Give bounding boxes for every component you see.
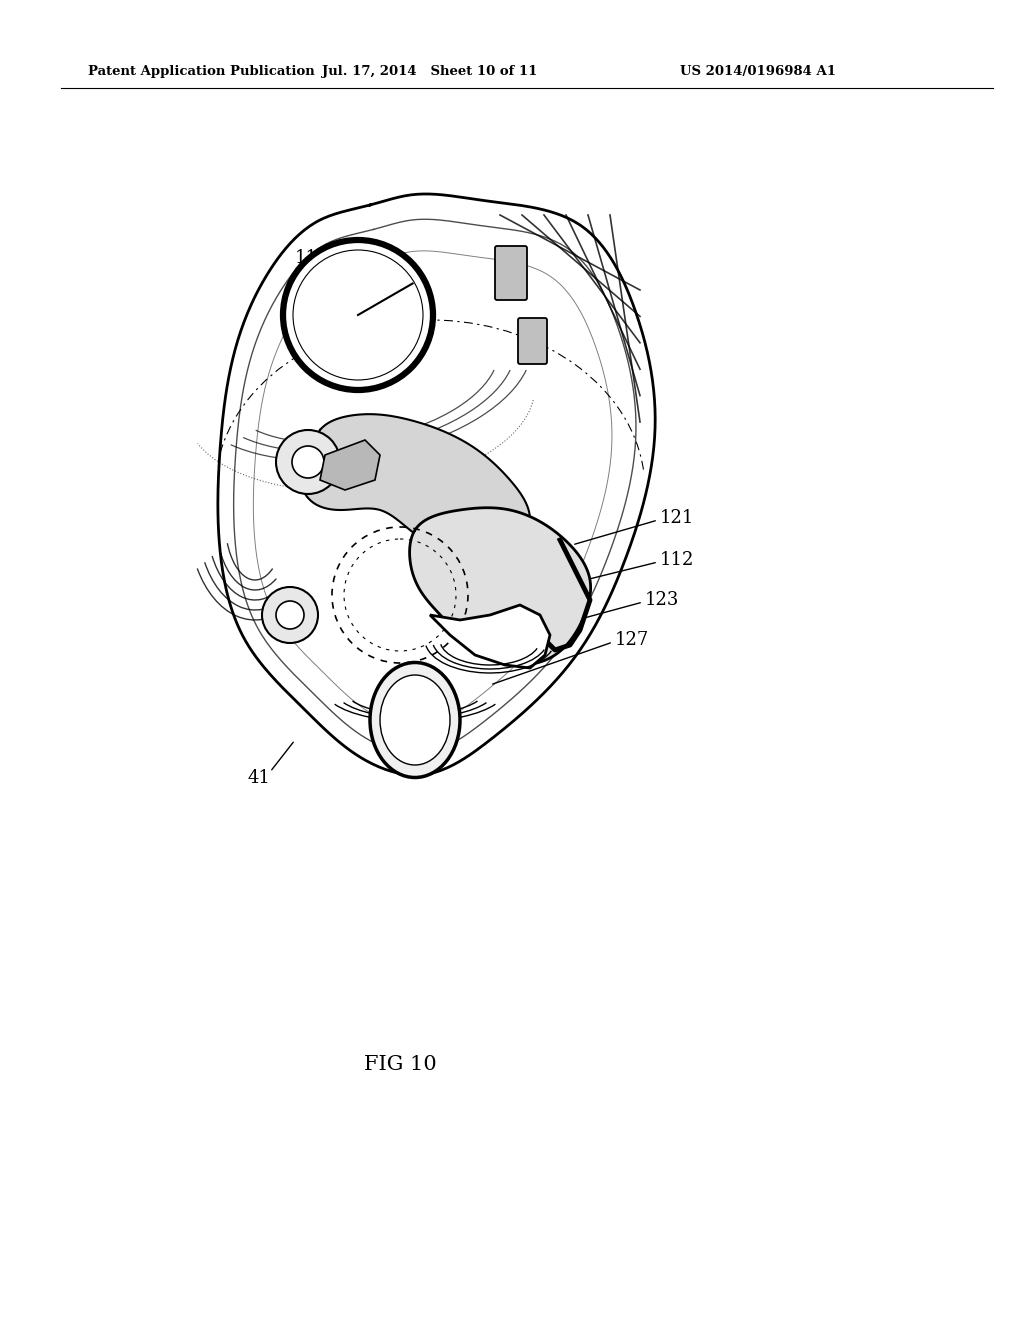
Text: Patent Application Publication: Patent Application Publication (88, 66, 314, 78)
Circle shape (283, 240, 433, 389)
Circle shape (292, 446, 324, 478)
Text: 117: 117 (295, 249, 330, 267)
Polygon shape (430, 605, 550, 668)
Text: FIG 10: FIG 10 (364, 1056, 436, 1074)
Polygon shape (300, 414, 530, 565)
FancyBboxPatch shape (518, 318, 547, 364)
Circle shape (262, 587, 318, 643)
Text: 112: 112 (660, 550, 694, 569)
Text: 127: 127 (615, 631, 649, 649)
Circle shape (293, 249, 423, 380)
Circle shape (276, 601, 304, 630)
Text: Jul. 17, 2014   Sheet 10 of 11: Jul. 17, 2014 Sheet 10 of 11 (323, 66, 538, 78)
Polygon shape (410, 508, 591, 665)
Text: 41: 41 (248, 770, 271, 787)
Polygon shape (319, 440, 380, 490)
FancyBboxPatch shape (495, 246, 527, 300)
Circle shape (276, 430, 340, 494)
Ellipse shape (370, 663, 460, 777)
Ellipse shape (380, 675, 450, 766)
Text: 121: 121 (660, 510, 694, 527)
Text: US 2014/0196984 A1: US 2014/0196984 A1 (680, 66, 836, 78)
Text: 123: 123 (645, 591, 679, 609)
